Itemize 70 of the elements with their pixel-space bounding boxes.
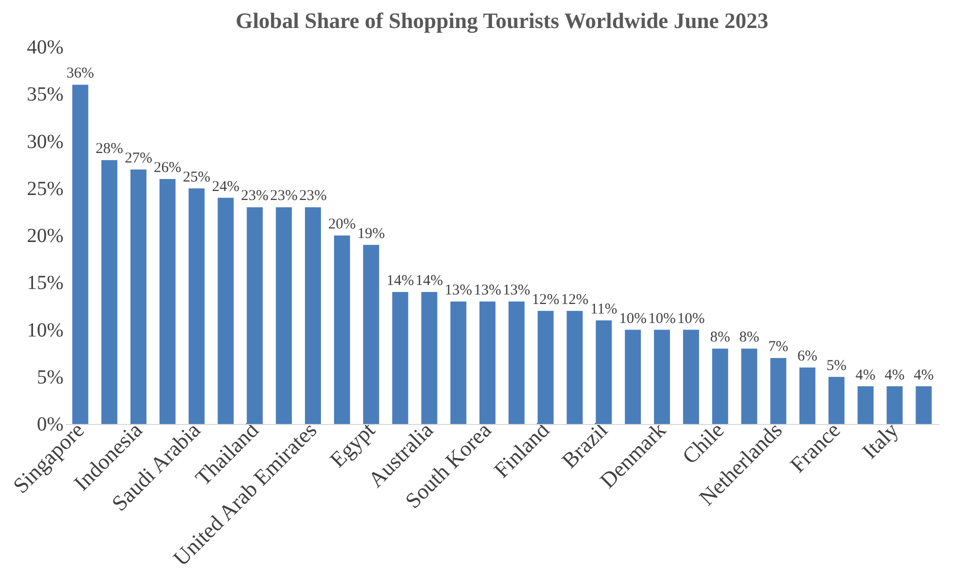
data-label: 19%	[357, 226, 385, 242]
data-label: 5%	[826, 358, 846, 374]
y-tick-label: 15%	[26, 272, 64, 294]
data-label: 13%	[502, 282, 530, 298]
data-label: 14%	[416, 273, 444, 290]
bar	[799, 367, 816, 424]
bar	[858, 386, 874, 424]
bar	[886, 386, 903, 424]
data-label: 26%	[154, 160, 182, 176]
data-label: 12%	[560, 292, 588, 308]
data-label: 6%	[797, 348, 818, 364]
data-label: 36%	[66, 66, 94, 82]
data-label: 4%	[856, 367, 876, 384]
data-label: 23%	[241, 188, 269, 204]
data-label: 4%	[914, 367, 934, 384]
bar	[421, 292, 438, 424]
data-label: 10%	[648, 310, 676, 327]
data-label: 23%	[270, 188, 298, 204]
data-label: 23%	[299, 188, 327, 204]
bar	[450, 301, 466, 424]
bar	[712, 348, 728, 424]
data-label: 11%	[590, 301, 618, 318]
data-label: 24%	[212, 178, 240, 195]
bar	[304, 207, 321, 424]
bar	[160, 178, 176, 424]
bar	[683, 330, 700, 424]
y-tick-label: 25%	[26, 178, 64, 200]
data-label: 14%	[386, 273, 414, 290]
data-label: 10%	[677, 310, 705, 327]
bar	[596, 320, 612, 424]
bar	[246, 207, 263, 424]
data-label: 20%	[328, 216, 356, 232]
data-label: 10%	[619, 310, 647, 327]
data-label: 13%	[444, 282, 472, 298]
y-tick-label: 5%	[36, 366, 64, 388]
bar	[130, 170, 146, 424]
data-label: 28%	[96, 141, 124, 158]
bar	[392, 292, 408, 424]
x-tick-label: Italy	[856, 417, 904, 464]
bar	[741, 348, 758, 424]
data-label: 8%	[710, 330, 730, 346]
bar	[479, 301, 496, 424]
bar	[188, 188, 205, 424]
bar	[72, 84, 88, 424]
y-tick-label: 10%	[26, 319, 64, 342]
bar	[101, 160, 118, 424]
bar	[508, 301, 525, 424]
data-label: 4%	[884, 367, 905, 384]
bar	[566, 310, 583, 424]
chart-title: Global Share of Shopping Tourists Worldwide June 2023	[236, 8, 768, 33]
bar	[363, 244, 380, 424]
y-tick-label: 20%	[26, 225, 64, 247]
data-label: 13%	[474, 282, 502, 298]
bar	[770, 358, 786, 424]
bar	[654, 330, 670, 424]
data-label: 25%	[182, 169, 210, 186]
data-label: 7%	[768, 339, 788, 356]
y-tick-label: 40%	[26, 36, 64, 58]
y-tick-label: 30%	[26, 130, 64, 153]
bar	[276, 207, 292, 424]
bar	[828, 376, 844, 424]
bar	[538, 310, 554, 424]
data-label: 27%	[124, 150, 152, 167]
bar	[624, 330, 641, 424]
y-tick-label: 35%	[26, 84, 64, 106]
bar	[916, 386, 932, 424]
data-label: 12%	[532, 292, 560, 308]
bar	[334, 236, 350, 424]
bar	[218, 198, 234, 424]
data-label: 8%	[739, 330, 760, 346]
